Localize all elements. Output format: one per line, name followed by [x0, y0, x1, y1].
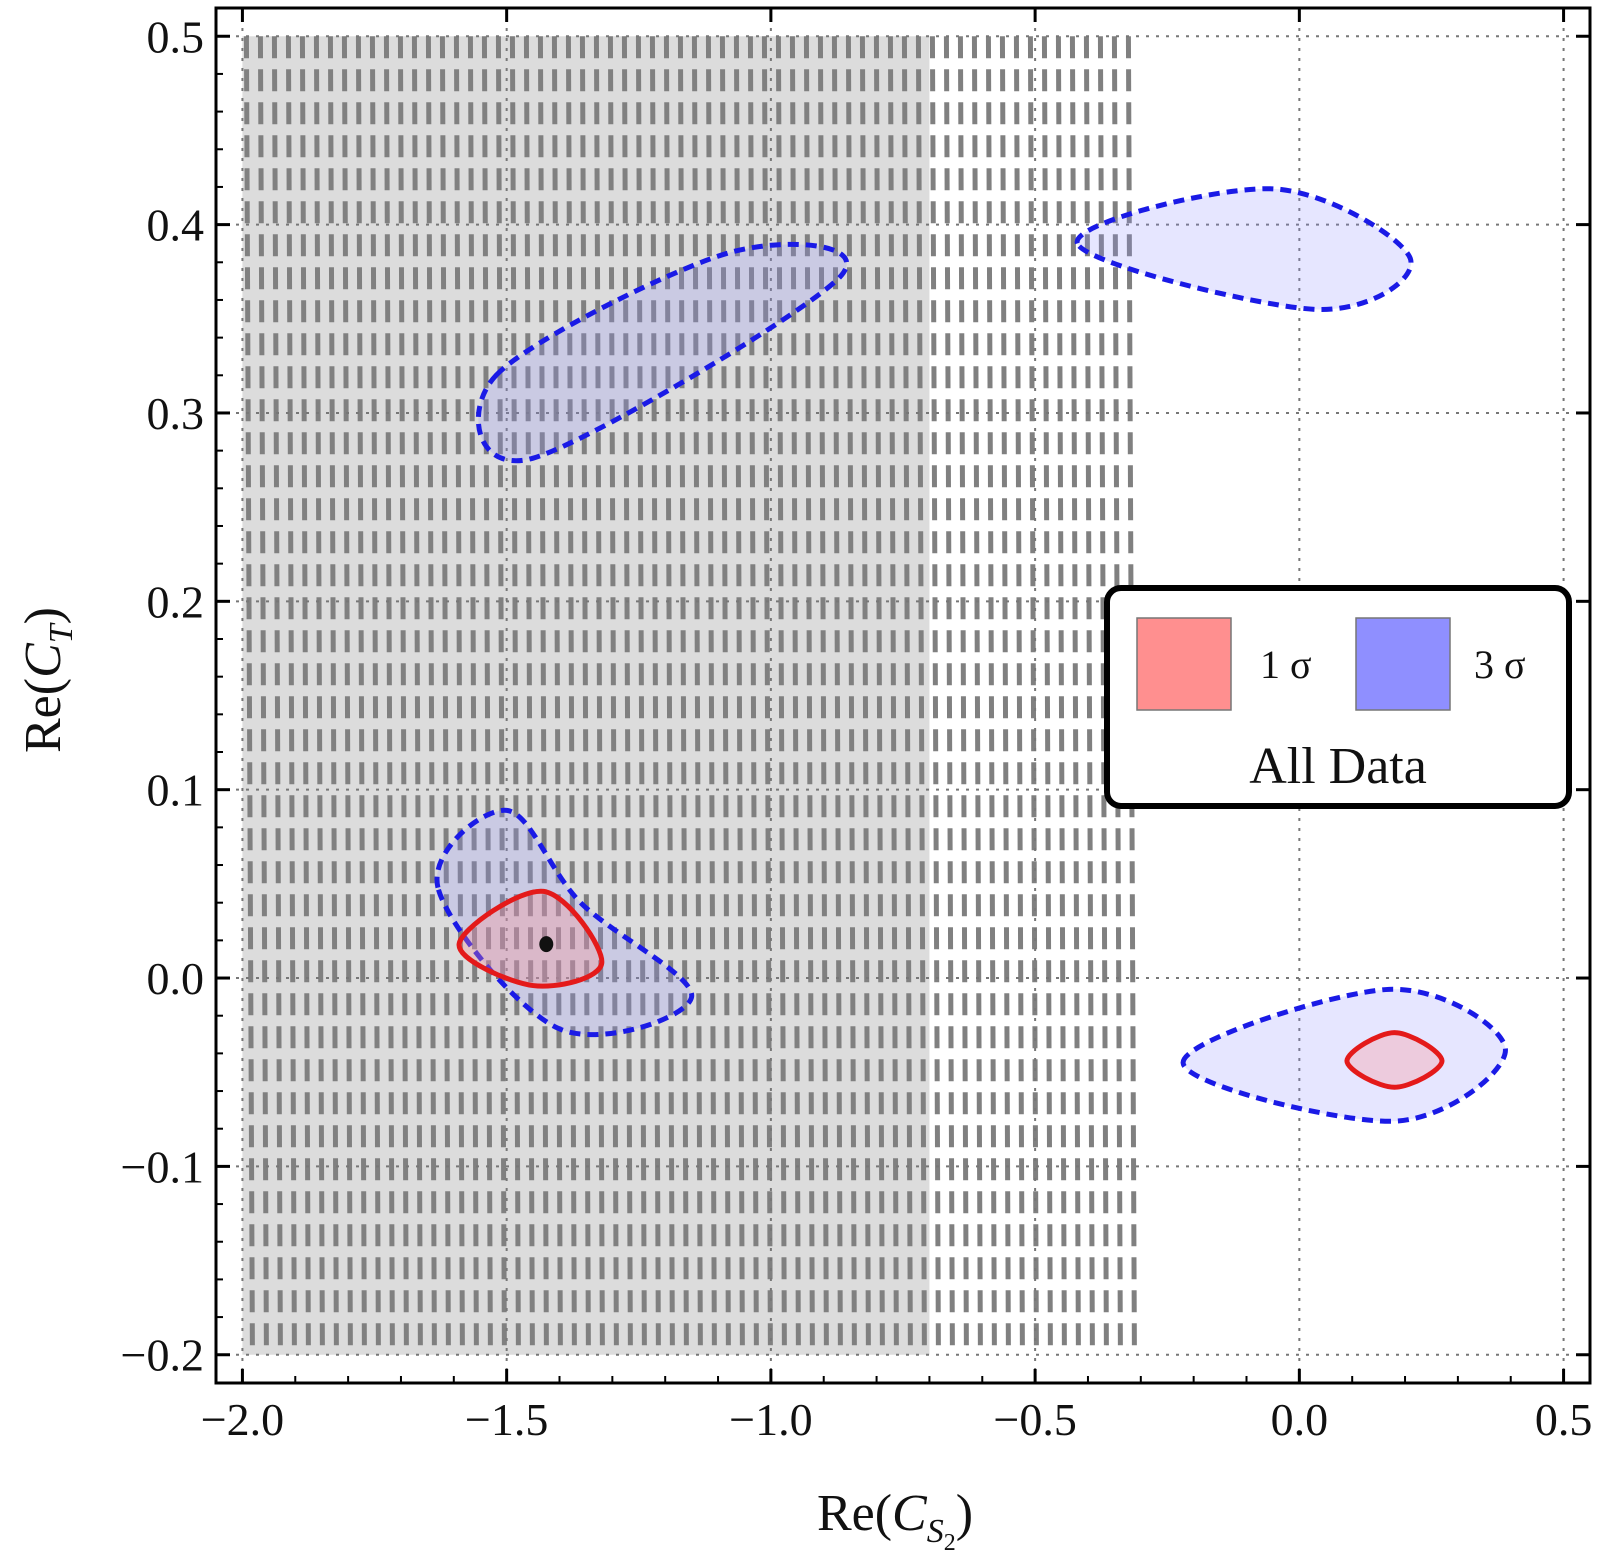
excluded-hatch-line	[1083, 36, 1095, 1355]
excluded-hatch-line	[649, 36, 661, 1355]
legend-label-1sigma: 1 σ	[1260, 642, 1312, 687]
excluded-hatch-line	[635, 36, 647, 1355]
region-3sigma-2	[475, 241, 850, 464]
region-3sigma-3	[1074, 186, 1414, 312]
excluded-hatch-line	[313, 36, 325, 1355]
excluded-hatch-line	[439, 36, 451, 1355]
x-tick-label: 0.0	[1271, 1394, 1329, 1445]
excluded-hatch-line	[1069, 36, 1081, 1355]
excluded-hatch-line	[957, 36, 969, 1355]
excluded-hatch-line	[537, 36, 549, 1355]
excluded-hatch-line	[1055, 36, 1067, 1355]
excluded-hatch-line	[453, 36, 465, 1355]
excluded-hatch-line	[1125, 36, 1137, 1355]
excluded-hatch-line	[971, 36, 983, 1355]
excluded-hatch-line	[369, 36, 381, 1355]
excluded-hatch-line	[411, 36, 423, 1355]
excluded-hatch-line	[747, 36, 759, 1355]
excluded-hatch-line	[593, 36, 605, 1355]
best-fit-point	[539, 936, 554, 953]
excluded-hatch-line	[1027, 36, 1039, 1355]
excluded-hatch-line	[607, 36, 619, 1355]
excluded-hatch-line	[551, 36, 563, 1355]
x-tick-label: −1.0	[729, 1394, 812, 1445]
excluded-hatch-line	[243, 36, 255, 1355]
y-tick-label: 0.3	[147, 388, 205, 439]
excluded-hatch-line	[663, 36, 675, 1355]
x-tick-label: −2.0	[201, 1394, 284, 1445]
excluded-hatch-line	[383, 36, 395, 1355]
legend-label-3sigma: 3 σ	[1474, 642, 1526, 687]
excluded-hatch-line	[831, 36, 843, 1355]
excluded-hatch-line	[887, 36, 899, 1355]
region-1sigma-2	[1344, 1030, 1445, 1090]
excluded-hatch-line	[327, 36, 339, 1355]
excluded-hatch-line	[481, 36, 493, 1355]
excluded-hatch-line	[985, 36, 997, 1355]
excluded-hatch-line	[299, 36, 311, 1355]
legend-swatch-1sigma	[1136, 617, 1232, 711]
excluded-hatch-line	[341, 36, 353, 1355]
excluded-hatch-line	[677, 36, 689, 1355]
y-tick-label: 0.0	[147, 953, 205, 1004]
plot-frame	[214, 6, 1592, 1385]
excluded-hatch-line	[425, 36, 437, 1355]
excluded-hatch-line	[565, 36, 577, 1355]
x-tick-label: 0.5	[1535, 1394, 1593, 1445]
excluded-region	[242, 36, 1137, 1355]
excluded-hatch-line	[257, 36, 269, 1355]
excluded-hatch-line	[789, 36, 801, 1355]
excluded-hatch-line	[915, 36, 927, 1355]
excluded-hatch-line	[845, 36, 857, 1355]
y-tick-label: 0.2	[147, 576, 205, 627]
excluded-hatch-line	[1013, 36, 1025, 1355]
excluded-hatch-line	[495, 36, 507, 1355]
excluded-hatch-line	[733, 36, 745, 1355]
excluded-hatch-line	[943, 36, 955, 1355]
excluded-hatch-line	[859, 36, 871, 1355]
plot-frame-rect	[214, 6, 1592, 1385]
legend-title: All Data	[1249, 738, 1427, 795]
excluded-hatch-line	[271, 36, 283, 1355]
excluded-hatch-line	[929, 36, 941, 1355]
x-tick-label: −1.5	[465, 1394, 548, 1445]
legend: 1 σ 3 σ All Data	[1104, 585, 1572, 809]
region-1sigma-1	[456, 888, 605, 989]
x-tick-label: −0.5	[993, 1394, 1076, 1445]
excluded-hatch-line	[397, 36, 409, 1355]
excluded-hatch-line	[817, 36, 829, 1355]
axis-ticks: −2.0 −1.5 −1.0 −0.5 0.0 0.5 −0.2 −0.1 0.0 0.1 0.2 0…	[121, 8, 1593, 1445]
legend-swatch-3sigma	[1355, 617, 1451, 711]
y-tick-label: 0.1	[147, 765, 205, 816]
excluded-hatch-line	[691, 36, 703, 1355]
excluded-hatch-line	[621, 36, 633, 1355]
excluded-hatch-line	[999, 36, 1011, 1355]
excluded-hatch-line	[523, 36, 535, 1355]
excluded-hatch-line	[355, 36, 367, 1355]
excluded-hatch-line	[901, 36, 913, 1355]
excluded-hatch-line	[579, 36, 591, 1355]
y-tick-label: 0.5	[147, 11, 205, 62]
region-3sigma-4	[1180, 986, 1508, 1124]
excluded-hatch-line	[705, 36, 717, 1355]
excluded-hatch-line	[509, 36, 521, 1355]
y-tick-label: −0.1	[121, 1141, 204, 1192]
y-tick-label: −0.2	[121, 1330, 204, 1381]
excluded-hatch-line	[285, 36, 297, 1355]
excluded-hatch-line	[1111, 36, 1123, 1355]
confidence-regions	[434, 186, 1508, 1124]
y-tick-label: 0.4	[147, 200, 205, 251]
excluded-hatch-line	[803, 36, 815, 1355]
excluded-hatch-line	[775, 36, 787, 1355]
excluded-hatch-line	[467, 36, 479, 1355]
excluded-hatch-line	[1041, 36, 1053, 1355]
excluded-shaded-band	[242, 36, 930, 1355]
excluded-hatch-line	[761, 36, 773, 1355]
excluded-hatch-line	[873, 36, 885, 1355]
